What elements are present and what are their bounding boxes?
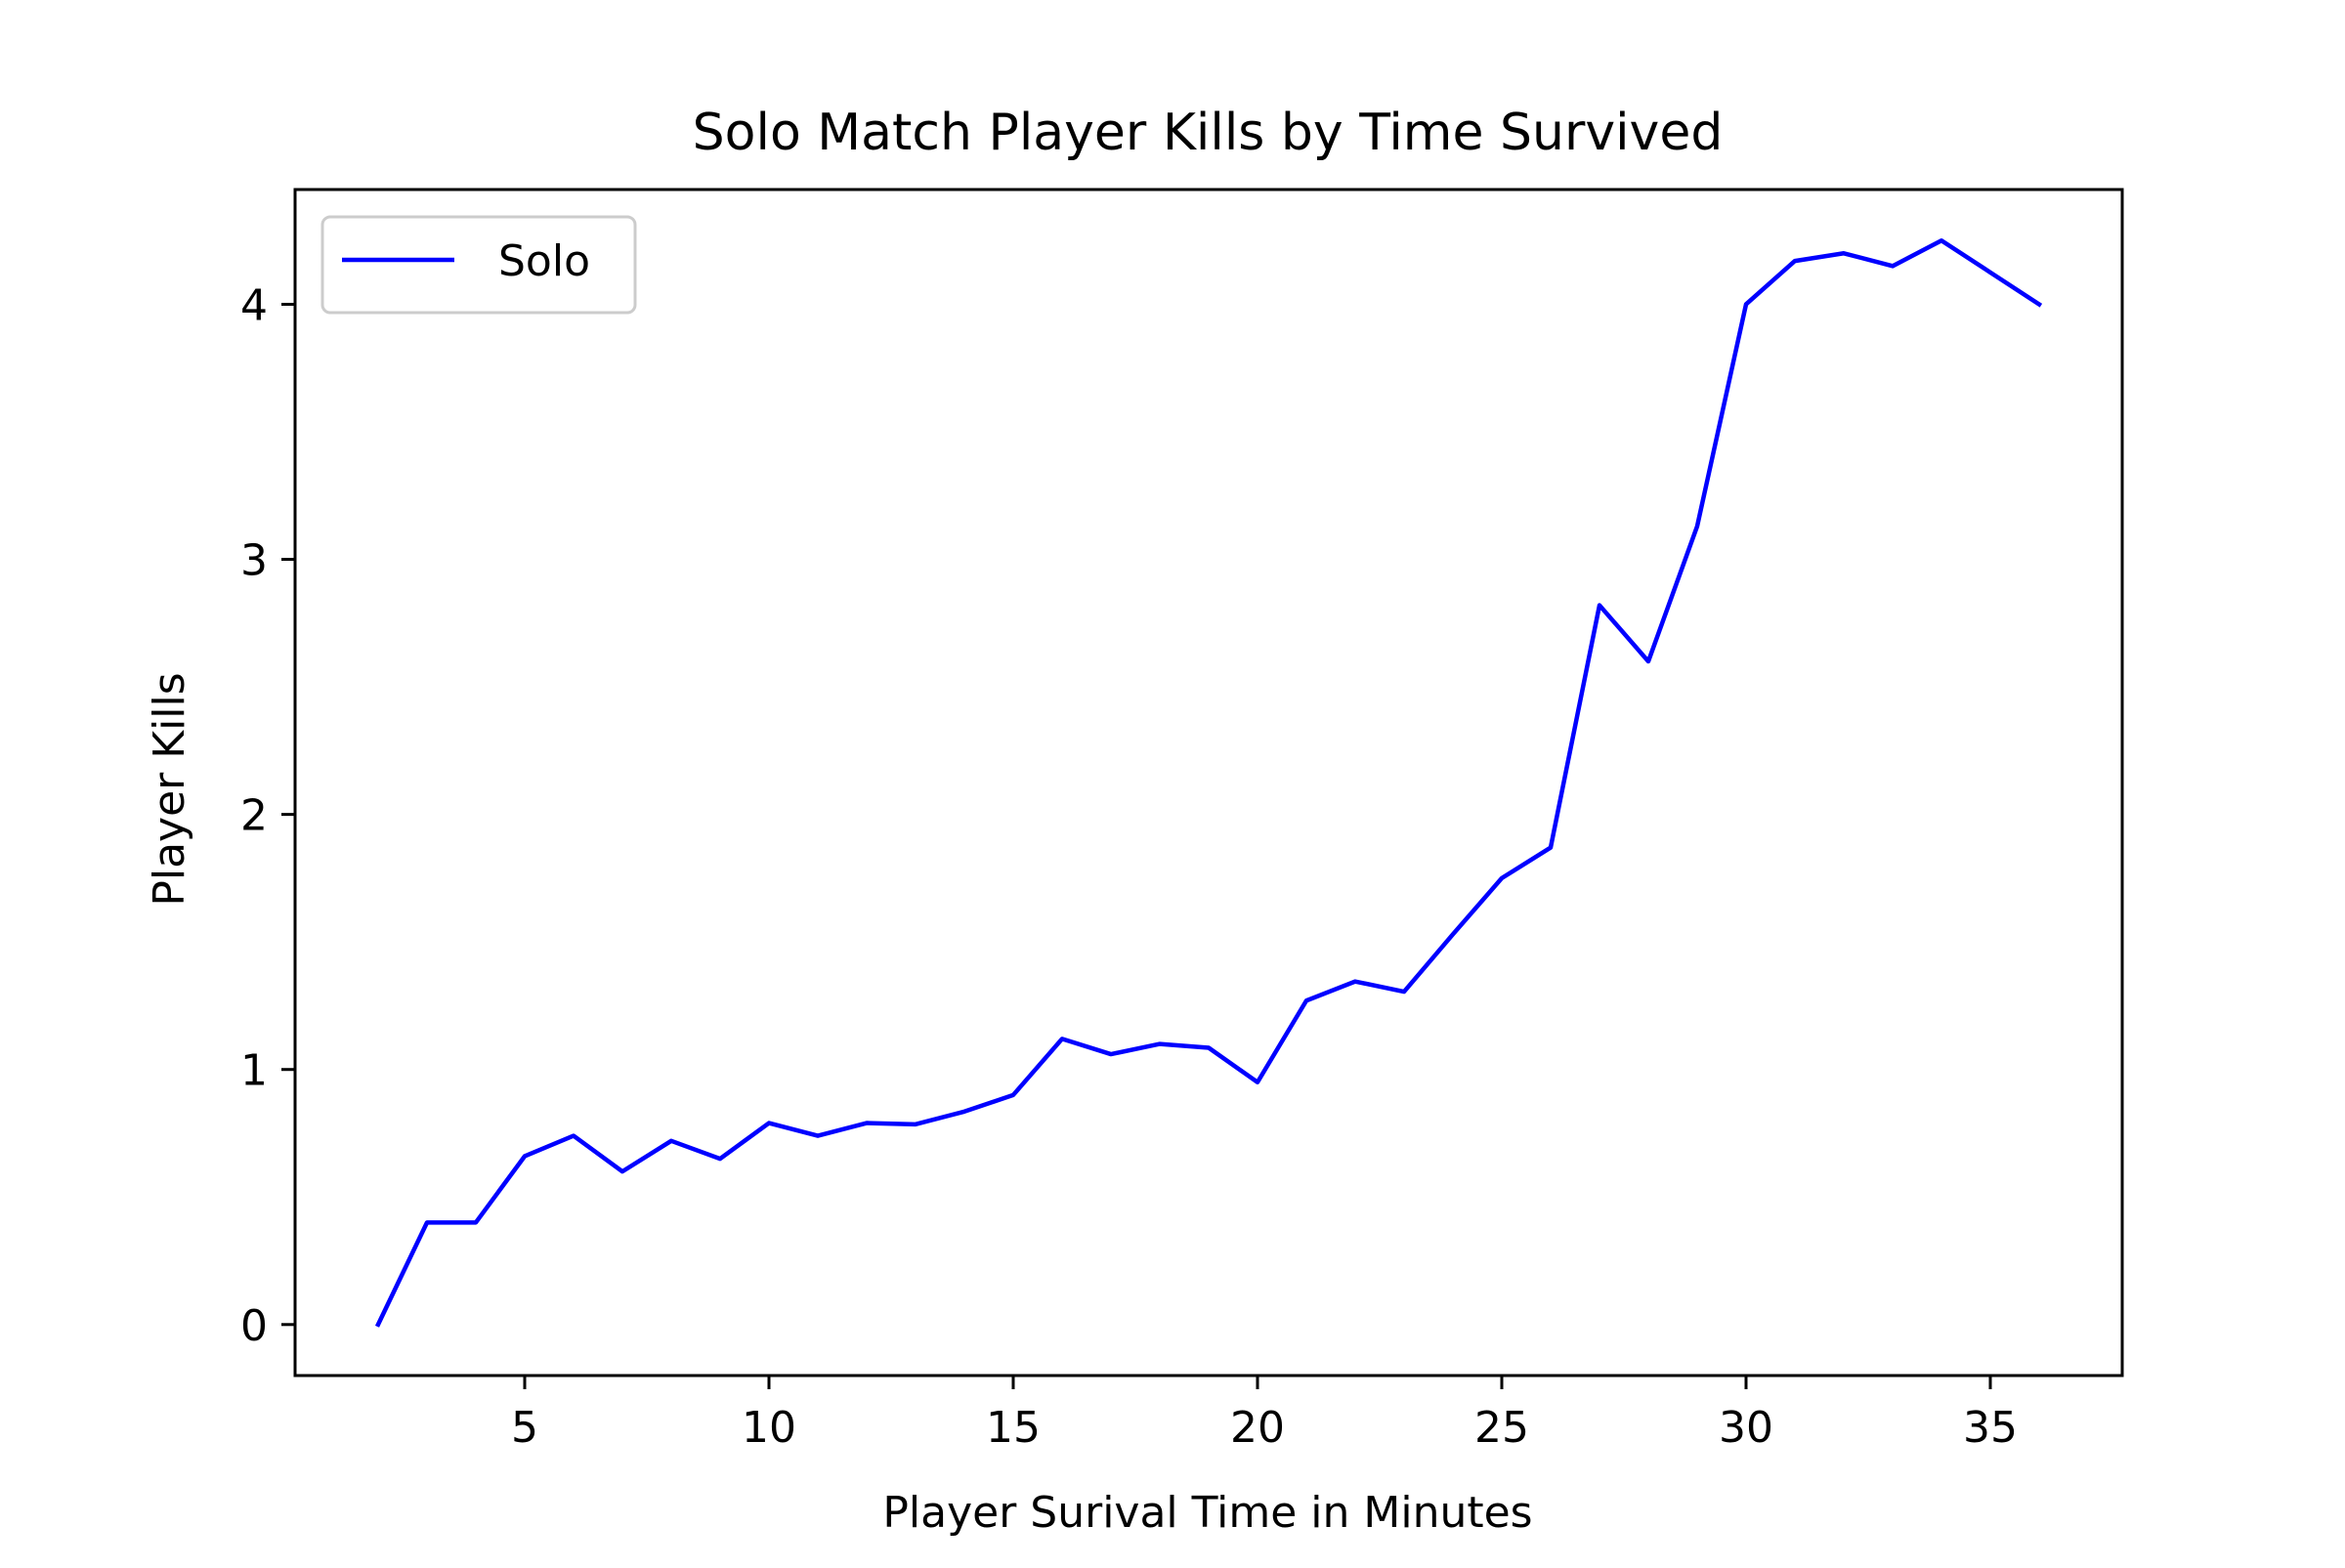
x-tick-label: 25 xyxy=(1474,1403,1529,1453)
x-tick-label: 30 xyxy=(1719,1403,1773,1453)
x-tick-label: 10 xyxy=(742,1403,796,1453)
chart-title: Solo Match Player Kills by Time Survived xyxy=(693,104,1724,162)
y-tick-label: 4 xyxy=(240,280,268,330)
legend-label-solo: Solo xyxy=(498,236,590,286)
x-tick-label: 5 xyxy=(511,1403,538,1453)
ticks-layer: 5 10 15 20 25 30 35 0 1 2 3 4 xyxy=(240,280,2018,1453)
series-line-solo xyxy=(374,237,2043,1328)
plot-frame xyxy=(293,188,2124,1377)
x-axis-label: Player Surival Time in Minutes xyxy=(882,1488,1532,1538)
series-layer xyxy=(374,237,2043,1328)
legend: Solo xyxy=(320,215,637,315)
x-tick-label: 15 xyxy=(986,1403,1041,1453)
y-tick-label: 1 xyxy=(240,1046,268,1096)
legend-box xyxy=(320,215,637,315)
x-tick-label: 20 xyxy=(1230,1403,1285,1453)
x-tick-label: 35 xyxy=(1963,1403,2018,1453)
y-axis-label: Player Kills xyxy=(145,672,194,906)
y-tick-label: 3 xyxy=(240,536,268,586)
y-tick-label: 2 xyxy=(240,791,268,841)
y-tick-label: 0 xyxy=(240,1301,268,1351)
